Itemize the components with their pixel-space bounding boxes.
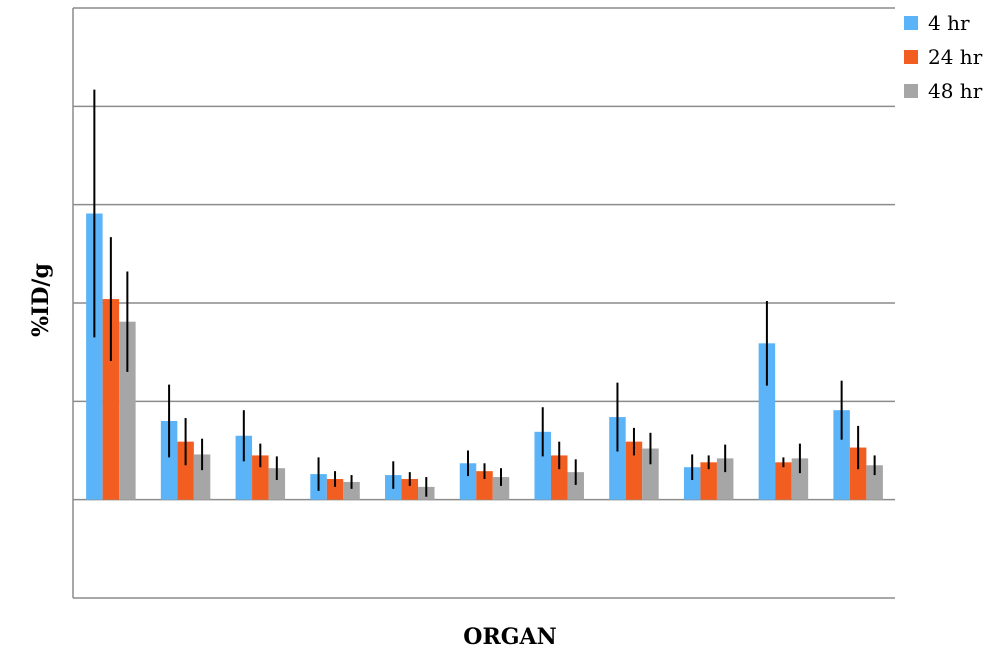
legend-item-24hr: 24 hr — [904, 40, 982, 74]
bar — [609, 417, 626, 500]
bar — [534, 431, 551, 500]
bar — [758, 343, 776, 500]
legend-label-4hr: 4 hr — [928, 11, 970, 35]
legend-label-48hr: 48 hr — [928, 79, 983, 103]
bar — [160, 421, 178, 500]
legend-swatch-48hr — [904, 84, 918, 98]
bar — [193, 454, 211, 500]
bar — [550, 455, 568, 500]
bar — [119, 321, 136, 500]
bar — [235, 435, 253, 500]
bar — [716, 458, 734, 500]
legend: 4 hr 24 hr 48 hr — [904, 6, 982, 108]
legend-item-4hr: 4 hr — [904, 6, 982, 40]
bar — [177, 441, 194, 500]
legend-label-24hr: 24 hr — [928, 45, 983, 69]
bar — [567, 472, 584, 500]
bar — [683, 467, 701, 500]
bar — [86, 213, 103, 500]
bar — [401, 479, 419, 500]
legend-swatch-4hr — [904, 16, 918, 30]
bar — [492, 477, 510, 500]
bar — [102, 299, 120, 500]
legend-item-48hr: 48 hr — [904, 74, 982, 108]
bar — [343, 481, 360, 500]
bar — [833, 410, 850, 500]
bar — [476, 471, 493, 500]
bar — [642, 448, 659, 500]
bar — [459, 463, 477, 500]
x-axis-title: ORGAN — [463, 624, 557, 650]
bar — [700, 462, 717, 500]
bar — [252, 455, 269, 500]
bar — [866, 465, 883, 500]
bar — [268, 468, 286, 500]
y-axis-title: %ID/g — [28, 263, 54, 337]
bar — [775, 462, 792, 500]
bar — [791, 458, 809, 500]
bar — [326, 479, 344, 500]
bar — [625, 441, 643, 500]
bar — [849, 447, 867, 500]
legend-swatch-24hr — [904, 50, 918, 64]
